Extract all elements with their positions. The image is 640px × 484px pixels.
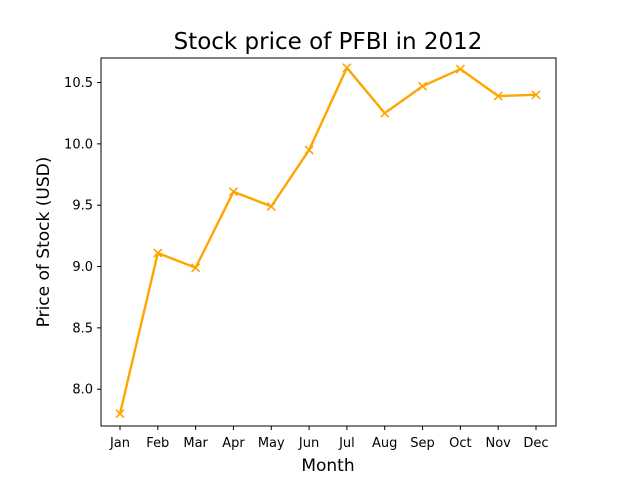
- data-point-marker: [228, 187, 239, 197]
- data-point-marker: [304, 145, 314, 155]
- data-point-marker: [380, 108, 390, 118]
- x-tick-label: Aug: [372, 436, 397, 451]
- data-point-marker: [493, 91, 503, 101]
- data-point-marker: [115, 409, 125, 419]
- series-line: [118, 66, 538, 415]
- x-tick-label: Jan: [109, 436, 130, 451]
- y-tick-label: 10.5: [64, 76, 93, 91]
- x-tick-label: Feb: [146, 436, 169, 451]
- x-tick-label: Oct: [449, 436, 471, 451]
- chart-title: Stock price of PFBI in 2012: [174, 29, 483, 55]
- x-tick-label: Sep: [410, 436, 435, 451]
- x-tick-label: Jul: [338, 436, 355, 451]
- data-point-marker: [191, 263, 201, 273]
- x-axis-label: Month: [301, 456, 354, 476]
- y-tick-label: 8.0: [72, 383, 93, 398]
- x-tick-label: Dec: [523, 436, 548, 451]
- x-tick-label: Mar: [183, 436, 208, 451]
- data-point-marker: [531, 90, 541, 100]
- y-tick-label: 10.0: [64, 137, 93, 152]
- data-point-marker: [342, 63, 352, 73]
- plot-frame: [100, 57, 557, 427]
- x-tick-label: May: [258, 436, 285, 451]
- y-tick-label: 8.5: [72, 321, 93, 336]
- x-tick-label: Nov: [485, 436, 511, 451]
- data-point-marker: [455, 64, 465, 74]
- data-point-marker: [266, 201, 276, 211]
- y-tick-label: 9.0: [72, 260, 93, 275]
- y-tick-label: 9.5: [72, 199, 93, 214]
- data-point-marker: [417, 81, 428, 91]
- data-point-marker: [153, 248, 163, 258]
- y-axis-label: Price of Stock (USD): [34, 157, 54, 328]
- x-tick-label: Apr: [222, 436, 245, 451]
- x-tick-label: Jun: [298, 436, 319, 451]
- plot-area: 8.0 8.5 9.0 9.5 10.0 10.5 Jan Feb Mar Apr May Jun Ju…: [64, 57, 557, 451]
